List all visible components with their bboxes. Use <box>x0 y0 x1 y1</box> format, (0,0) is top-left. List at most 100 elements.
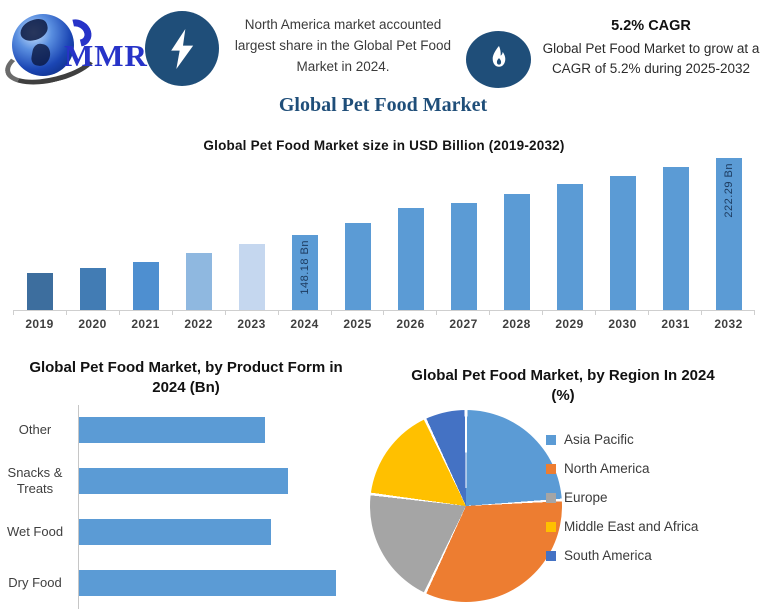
x-label-2021: 2021 <box>131 317 160 331</box>
x-label-2019: 2019 <box>25 317 54 331</box>
axis-tick <box>120 311 173 315</box>
x-label-2029: 2029 <box>555 317 584 331</box>
hbar-row-snacks-treats: Snacks & Treats <box>0 456 372 507</box>
legend-item-europe: Europe <box>546 490 698 505</box>
axis-tick <box>13 311 67 315</box>
hbar-chart-title: Global Pet Food Market, by Product Form … <box>29 359 343 397</box>
legend-label: North America <box>564 461 650 476</box>
legend-label: Asia Pacific <box>564 432 634 447</box>
legend-item-asia-pacific: Asia Pacific <box>546 432 698 447</box>
x-label-2020: 2020 <box>78 317 107 331</box>
x-label-2027: 2027 <box>449 317 478 331</box>
axis-tick <box>543 311 597 315</box>
x-label-2025: 2025 <box>343 317 372 331</box>
header-highlight-text: North America market accounted largest s… <box>234 17 452 74</box>
hbar-label: Wet Food <box>6 523 64 539</box>
hbar-label: Snacks & Treats <box>7 464 63 496</box>
legend-label: South America <box>564 548 652 563</box>
bar-column-2029 <box>543 156 596 310</box>
hbar-row-wet-food: Wet Food <box>0 507 372 558</box>
legend-item-middle-east-and-africa: Middle East and Africa <box>546 519 698 534</box>
pie-legend: Asia Pacific North America Europe Middle Ea… <box>546 432 698 563</box>
axis-tick <box>437 311 491 315</box>
bar-2027 <box>450 203 477 310</box>
hbar-rows: Other Snacks & Treats Wet Food Dry Food <box>0 405 372 609</box>
axis-tick <box>649 311 702 315</box>
cagr-text: Global Pet Food Market to grow at a CAGR… <box>542 41 760 76</box>
legend-item-south-america: South America <box>546 548 698 563</box>
x-label-2030: 2030 <box>608 317 637 331</box>
bar-2024: 148.18 Bn <box>291 235 318 310</box>
bar-2020 <box>79 268 106 310</box>
bar-value-label-2024: 148.18 Bn <box>298 240 311 295</box>
region-pie-chart: Global Pet Food Market, by Region In 202… <box>360 366 766 602</box>
axis-tick <box>67 311 120 315</box>
legend-label: Middle East and Africa <box>564 519 699 534</box>
bar-column-2021 <box>119 156 172 310</box>
bar-2028 <box>503 194 530 310</box>
x-label-2024: 2024 <box>290 317 319 331</box>
bar-column-2028 <box>490 156 543 310</box>
bar-2019 <box>26 273 53 310</box>
bar-column-2031 <box>649 156 702 310</box>
page-title: Global Pet Food Market <box>278 94 488 116</box>
x-label-2026: 2026 <box>396 317 425 331</box>
hbar-row-dry-food: Dry Food <box>0 558 372 609</box>
hbar <box>79 417 265 443</box>
lightning-glyph <box>171 28 194 69</box>
bar-column-2022 <box>172 156 225 310</box>
legend-item-north-america: North America <box>546 461 698 476</box>
x-label-2028: 2028 <box>502 317 531 331</box>
hbar-label: Other <box>18 421 52 437</box>
bar-column-2019 <box>13 156 66 310</box>
flame-glyph <box>492 45 505 67</box>
axis-tick <box>384 311 438 315</box>
hbar <box>79 570 336 596</box>
hbar-row-other: Other <box>0 405 372 456</box>
bar-2023 <box>238 244 265 310</box>
bar-chart-axis-ticks <box>13 311 755 315</box>
x-label-2031: 2031 <box>661 317 690 331</box>
axis-tick <box>702 311 755 315</box>
flame-icon <box>466 31 531 88</box>
cagr-block: 5.2% CAGR Global Pet Food Market to grow… <box>536 18 766 78</box>
legend-label: Europe <box>564 490 608 505</box>
hbar-chart-plot: Other Snacks & Treats Wet Food Dry Food <box>0 404 372 609</box>
bar-column-2030 <box>596 156 649 310</box>
pie-chart-title: Global Pet Food Market, by Region In 202… <box>411 367 715 405</box>
hbar-chart-axis <box>78 404 79 609</box>
bar-column-2023 <box>225 156 278 310</box>
pie <box>370 410 562 602</box>
legend-swatch <box>546 492 556 503</box>
lightning-icon <box>145 11 219 86</box>
bar-chart-x-labels: 2019 2020 2021 2022 2023 2024 2025 2026 2027 2028… <box>13 317 755 331</box>
market-size-bar-chart: Global Pet Food Market size in USD Billi… <box>13 138 755 331</box>
legend-swatch <box>546 463 556 474</box>
bar-column-2027 <box>437 156 490 310</box>
bar-column-2026 <box>384 156 437 310</box>
axis-tick <box>490 311 544 315</box>
hbar-label: Dry Food <box>8 574 62 590</box>
mmr-logo: MMR <box>0 12 147 93</box>
header: MMR North America market accounted large… <box>0 0 766 96</box>
axis-tick <box>279 311 332 315</box>
axis-tick <box>173 311 226 315</box>
globe-icon <box>12 14 74 76</box>
bar-2030 <box>609 176 636 310</box>
globe-continent <box>30 42 52 68</box>
axis-tick <box>332 311 385 315</box>
bar-2026 <box>397 208 424 310</box>
bar-chart-title: Global Pet Food Market size in USD Billi… <box>203 138 565 153</box>
cagr-title: 5.2% CAGR <box>611 18 691 34</box>
bar-chart-plot: 148.18 Bn 222.29 Bn <box>13 156 755 311</box>
bar-2025 <box>344 223 371 310</box>
x-label-2022: 2022 <box>184 317 213 331</box>
bar-2031 <box>662 167 689 310</box>
axis-tick <box>596 311 650 315</box>
logo-text: MMR <box>64 38 148 73</box>
hbar <box>79 519 271 545</box>
bar-2021 <box>132 262 159 310</box>
bar-value-label-2032: 222.29 Bn <box>722 163 735 218</box>
x-label-2032: 2032 <box>714 317 743 331</box>
